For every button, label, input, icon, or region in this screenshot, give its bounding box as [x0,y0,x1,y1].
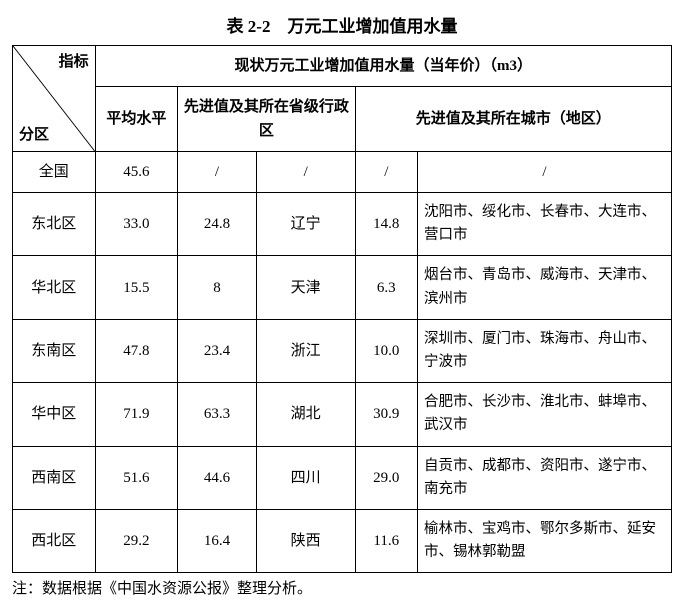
header-indicator: 指标 [59,50,89,74]
cell-prov-name: 天津 [256,256,355,319]
cell-region: 西北区 [13,509,96,572]
header-diag-cell: 指标 分区 [13,46,96,152]
cell-city-val: 30.9 [355,383,417,446]
cell-city-val: 6.3 [355,256,417,319]
header-city: 先进值及其所在城市（地区） [355,87,671,152]
water-consumption-table: 指标 分区 现状万元工业增加值用水量（当年价）（m3） 平均水平 先进值及其所在… [12,45,672,573]
table-row: 华北区15.58天津6.3烟台市、青岛市、威海市、天津市、滨州市 [13,256,672,319]
cell-prov-name: 湖北 [256,383,355,446]
cell-city-names: 合肥市、长沙市、淮北市、蚌埠市、武汉市 [418,383,672,446]
cell-prov-val: 23.4 [178,319,257,382]
cell-prov-val: 8 [178,256,257,319]
cell-city-val: 11.6 [355,509,417,572]
cell-city-names: 沈阳市、绥化市、长春市、大连市、营口市 [418,193,672,256]
cell-prov-name: / [256,152,355,193]
cell-city-val: 14.8 [355,193,417,256]
cell-avg: 47.8 [95,319,178,382]
cell-city-names: 深圳市、厦门市、珠海市、舟山市、宁波市 [418,319,672,382]
cell-avg: 45.6 [95,152,178,193]
table-row: 西北区29.216.4陕西11.6榆林市、宝鸡市、鄂尔多斯市、延安市、锡林郭勒盟 [13,509,672,572]
cell-prov-val: 16.4 [178,509,257,572]
table-note: 注：数据根据《中国水资源公报》整理分析。 [12,577,672,598]
table-title: 表 2-2 万元工业增加值用水量 [12,12,672,37]
cell-avg: 15.5 [95,256,178,319]
cell-region: 华北区 [13,256,96,319]
header-avg: 平均水平 [95,87,178,152]
header-main: 现状万元工业增加值用水量（当年价）（m3） [95,46,671,87]
cell-city-names: 榆林市、宝鸡市、鄂尔多斯市、延安市、锡林郭勒盟 [418,509,672,572]
cell-prov-val: / [178,152,257,193]
cell-city-val: / [355,152,417,193]
cell-avg: 29.2 [95,509,178,572]
cell-city-names: / [418,152,672,193]
cell-prov-name: 浙江 [256,319,355,382]
cell-region: 东南区 [13,319,96,382]
header-prov: 先进值及其所在省级行政区 [178,87,355,152]
header-region: 分区 [19,123,49,147]
cell-avg: 33.0 [95,193,178,256]
cell-prov-val: 24.8 [178,193,257,256]
table-row: 华中区71.963.3湖北30.9合肥市、长沙市、淮北市、蚌埠市、武汉市 [13,383,672,446]
cell-prov-name: 辽宁 [256,193,355,256]
cell-region: 华中区 [13,383,96,446]
cell-prov-name: 陕西 [256,509,355,572]
cell-prov-val: 63.3 [178,383,257,446]
cell-avg: 71.9 [95,383,178,446]
cell-city-val: 10.0 [355,319,417,382]
cell-region: 东北区 [13,193,96,256]
cell-city-names: 烟台市、青岛市、威海市、天津市、滨州市 [418,256,672,319]
table-body: 全国45.6////东北区33.024.8辽宁14.8沈阳市、绥化市、长春市、大… [13,152,672,573]
cell-region: 全国 [13,152,96,193]
table-row: 全国45.6//// [13,152,672,193]
table-row: 东南区47.823.4浙江10.0深圳市、厦门市、珠海市、舟山市、宁波市 [13,319,672,382]
table-row: 东北区33.024.8辽宁14.8沈阳市、绥化市、长春市、大连市、营口市 [13,193,672,256]
